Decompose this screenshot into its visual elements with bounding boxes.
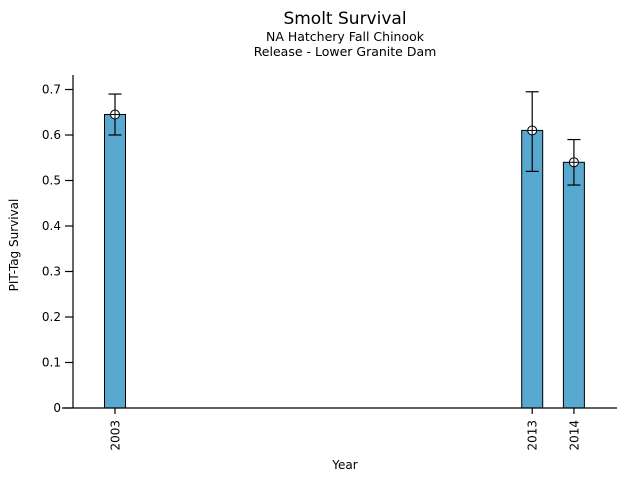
y-tick-label-0.1: 0.1 xyxy=(42,356,61,370)
chart-title-block: Smolt Survival NA Hatchery Fall Chinook … xyxy=(253,9,437,60)
x-tick-label-2003: 2003 xyxy=(109,420,123,451)
x-tick-label-2014: 2014 xyxy=(567,420,581,451)
y-tick-label-0.2: 0.2 xyxy=(42,310,61,324)
chart-subtitle-line2: Release - Lower Granite Dam xyxy=(253,44,437,59)
x-axis-label: Year xyxy=(332,458,358,472)
bar-2013 xyxy=(521,129,544,409)
bar-2014 xyxy=(562,161,585,409)
y-tick-label-0: 0 xyxy=(53,401,61,415)
y-tick-label-0.7: 0.7 xyxy=(42,83,61,97)
bar-2003 xyxy=(104,114,126,409)
chart-subtitle-line1: NA Hatchery Fall Chinook xyxy=(265,29,425,44)
y-tick-label-0.4: 0.4 xyxy=(42,219,61,233)
y-tick-label-0.6: 0.6 xyxy=(42,128,61,142)
y-tick-label-0.3: 0.3 xyxy=(42,265,61,279)
y-tick-label-0.5: 0.5 xyxy=(42,174,61,188)
chart-title: Smolt Survival xyxy=(283,9,407,29)
x-tick-label-2013: 2013 xyxy=(526,420,540,451)
